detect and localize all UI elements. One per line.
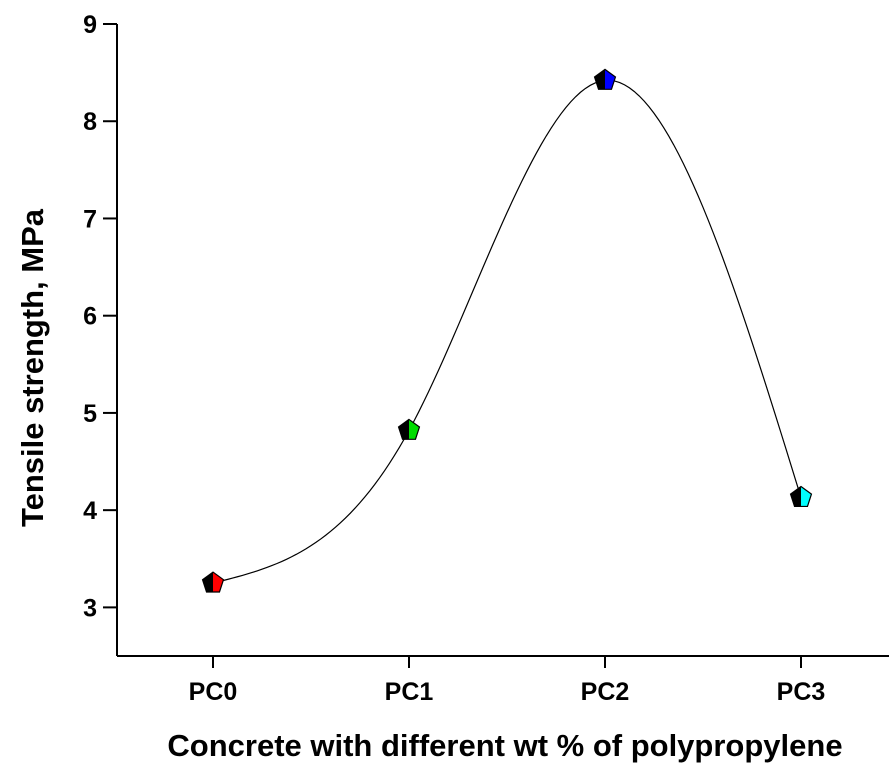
marker-right-half: [605, 69, 616, 90]
marker-outline: [397, 418, 421, 440]
data-point-pc1: [397, 418, 421, 440]
y-tick-label-3: 3: [83, 594, 97, 622]
marker-left-half: [202, 572, 213, 592]
y-tick-label-7: 7: [83, 205, 97, 233]
marker-outline: [789, 485, 813, 508]
x-tick-label-pc2: PC2: [581, 678, 630, 706]
y-tick-label-6: 6: [83, 303, 97, 331]
marker-outline: [201, 571, 225, 593]
marker-right-half: [213, 572, 224, 592]
marker-outline: [593, 68, 617, 90]
marker-left-half: [398, 419, 409, 440]
y-tick-label-5: 5: [83, 400, 97, 428]
data-point-pc0: [201, 571, 225, 593]
y-tick-label-8: 8: [83, 108, 97, 136]
x-tick-label-pc3: PC3: [777, 678, 826, 706]
y-axis-title: Tensile strength, MPa: [15, 208, 50, 527]
data-point-pc3: [789, 485, 813, 508]
marker-right-half: [409, 419, 420, 440]
marker-left-half: [594, 69, 605, 90]
x-tick-label-pc0: PC0: [189, 678, 238, 706]
y-tick-label-4: 4: [83, 497, 97, 525]
label-layer: Concrete with different wt % of polyprop…: [15, 208, 843, 763]
axes: 3 4 5 6 7 8 9 PC0 PC1 PC2 PC3: [83, 11, 889, 706]
marker-left-half: [790, 486, 801, 507]
marker-right-half: [801, 486, 812, 507]
data-point-pc2: [593, 68, 617, 90]
series-curve: [212, 79, 802, 584]
x-tick-label-pc1: PC1: [385, 678, 434, 706]
curve-layer: [212, 79, 802, 584]
y-tick-label-9: 9: [83, 11, 97, 39]
marker-layer: [201, 68, 813, 593]
x-axis-title: Concrete with different wt % of polyprop…: [167, 728, 842, 763]
